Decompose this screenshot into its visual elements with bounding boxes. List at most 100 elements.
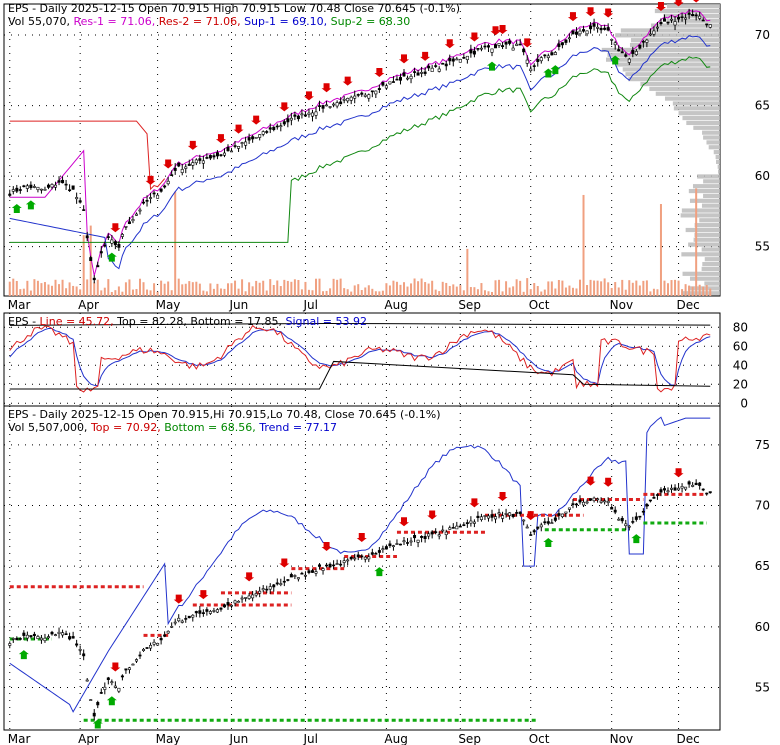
candle-body <box>258 134 262 138</box>
volume-bar <box>114 290 117 296</box>
candle-body <box>54 184 58 188</box>
trend-candle-body <box>215 609 219 613</box>
price-y-tick-label: 70 <box>755 28 770 42</box>
sell-arrow <box>603 477 614 487</box>
candle-body <box>289 117 293 121</box>
trend-candle-body <box>451 527 455 529</box>
indicator-panel: 0 20 40 60 80 EPS - Line = 45.72, Top = 82.2… <box>3 312 748 410</box>
trend-candle-body <box>75 643 79 646</box>
candle-body <box>254 136 258 139</box>
candle-body <box>222 152 226 156</box>
candle-body <box>265 131 269 133</box>
candle-body <box>666 21 670 24</box>
price-header-line1: EPS - Daily 2025-12-15 Open 70.915 High … <box>8 2 460 15</box>
volume-bar <box>427 283 430 296</box>
volume-bar <box>526 278 529 296</box>
price-x-tick-label: Nov <box>610 298 633 312</box>
trend-candle-body <box>156 642 160 646</box>
trend-candle-body <box>321 568 325 571</box>
trend-y-tick-label: 55 <box>755 681 770 695</box>
candle-body <box>430 67 434 72</box>
trend-candle-body <box>589 498 593 501</box>
candle-body <box>64 183 68 186</box>
trend-candle-body <box>89 699 93 701</box>
trend-candle-body <box>437 534 441 537</box>
candle-body <box>286 118 290 123</box>
trend-candle-body <box>166 630 170 634</box>
volume-bar <box>131 289 134 296</box>
volume-bar <box>674 279 677 296</box>
volume-profile-bar <box>640 81 720 87</box>
trend-candle-body <box>282 580 286 583</box>
candle-body <box>127 221 131 224</box>
trend-candle-body <box>307 570 311 573</box>
candle-body <box>441 63 445 65</box>
price-header-part: Vol 55,070, <box>8 15 73 28</box>
candle-body <box>296 115 300 120</box>
trend-candle-body <box>363 556 367 560</box>
candle-body <box>180 169 184 173</box>
volume-bar <box>329 288 332 296</box>
candle-body <box>479 47 483 50</box>
candle-body <box>303 114 307 117</box>
volume-profile-bar <box>693 125 720 130</box>
trend-candle-body <box>180 620 184 623</box>
top-line <box>9 322 711 326</box>
volume-bar <box>508 287 511 296</box>
volume-bar <box>198 283 201 296</box>
volume-bar <box>424 282 427 296</box>
candle-body <box>61 179 65 184</box>
sup2-line <box>9 56 711 243</box>
volume-bar <box>47 284 50 296</box>
trend-candle-body <box>275 582 279 585</box>
trend-x-tick-label: Apr <box>78 732 99 745</box>
volume-bar <box>459 285 462 296</box>
volume-bar <box>462 290 465 296</box>
candle-body <box>328 106 332 108</box>
trend-candle-body <box>624 523 628 527</box>
volume-bar <box>139 278 141 296</box>
volume-bar <box>529 289 532 296</box>
trend-candle-body <box>469 520 473 524</box>
indicator-grid <box>4 313 720 408</box>
volume-bar <box>241 279 244 296</box>
candle-body <box>346 98 350 102</box>
volume-profile-bar <box>650 23 720 28</box>
candle-body <box>89 257 93 261</box>
volume-bar <box>353 285 356 296</box>
volume-bar <box>663 280 666 296</box>
signal-line <box>9 327 711 387</box>
trend-candle-body <box>272 584 276 588</box>
candle-body <box>39 188 43 191</box>
trend-y-ticks: 55 60 65 70 75 <box>755 438 770 695</box>
trend-candle-body <box>662 488 666 491</box>
volume-bar <box>290 281 293 296</box>
volume-profile-bar <box>605 57 720 62</box>
candle-body <box>571 30 575 35</box>
trend-candle-body <box>152 641 156 645</box>
volume-bar <box>142 282 145 296</box>
volume-bar <box>68 282 71 296</box>
candle-body <box>75 197 79 200</box>
trend-y-tick-label: 70 <box>755 499 770 513</box>
trend-y-tick-label: 75 <box>755 438 770 452</box>
candle-body <box>691 14 695 17</box>
candle-body <box>325 104 329 107</box>
candle-body <box>198 158 202 161</box>
indicator-y-tick-label: 80 <box>733 320 748 334</box>
volume-bar <box>501 291 504 296</box>
trend-candle-body <box>233 600 237 604</box>
candle-body <box>310 112 314 117</box>
volume-bar <box>93 282 96 296</box>
candle-body <box>444 63 448 67</box>
candle-body <box>472 50 476 55</box>
trend-candle-body <box>504 513 508 515</box>
trend-candle-body <box>423 536 427 539</box>
trend-candle-body <box>325 564 329 567</box>
candle-body <box>448 58 452 62</box>
buy-arrow <box>106 696 117 706</box>
trend-candle-body <box>335 563 339 565</box>
candle-body <box>458 59 462 63</box>
candle-body <box>233 145 237 147</box>
volume-profile-bar <box>666 18 720 23</box>
